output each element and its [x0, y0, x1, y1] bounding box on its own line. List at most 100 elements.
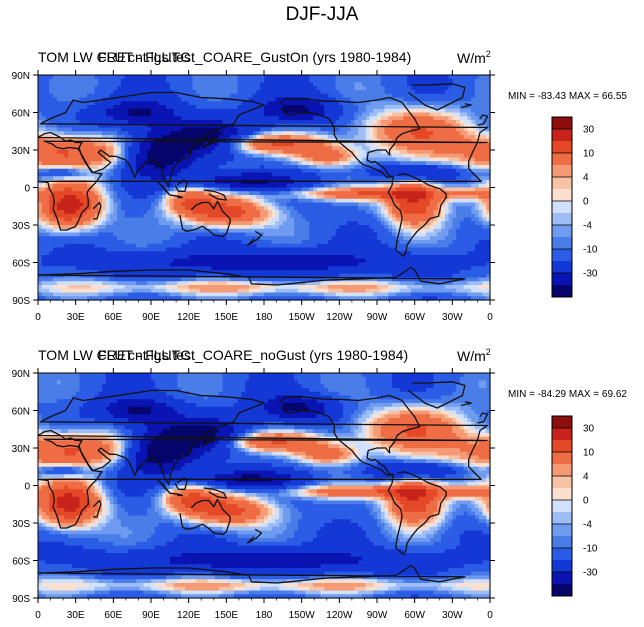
- map-cell: [429, 195, 435, 200]
- map-cell: [297, 150, 303, 155]
- map-cell: [64, 191, 69, 196]
- map-cell: [410, 127, 416, 132]
- map-cell: [79, 161, 84, 166]
- map-cell: [316, 206, 322, 211]
- map-cell: [226, 206, 231, 211]
- map-cell: [158, 161, 163, 166]
- map-cell: [290, 221, 295, 226]
- map-cell: [392, 198, 397, 204]
- map-cell: [143, 198, 148, 204]
- map-cell: [196, 213, 201, 219]
- map-cell: [237, 105, 242, 110]
- map-cell: [143, 142, 148, 147]
- map-cell: [241, 157, 246, 162]
- map-cell: [425, 157, 431, 162]
- map-cell: [369, 225, 374, 230]
- map-cell: [271, 150, 276, 155]
- map-cell: [294, 120, 299, 125]
- map-cell: [312, 78, 318, 84]
- map-cell: [414, 150, 420, 155]
- map-cell: [414, 168, 420, 174]
- map-cell: [414, 105, 420, 110]
- map-cell: [474, 138, 480, 144]
- map-cell: [102, 153, 107, 159]
- map-cell: [324, 86, 329, 91]
- map-cell: [139, 225, 145, 230]
- map-cell: [83, 168, 88, 174]
- map-cell: [256, 116, 261, 121]
- map-cell: [275, 93, 280, 99]
- map-cell: [414, 78, 420, 84]
- map-cell: [346, 116, 352, 121]
- map-cell: [425, 101, 431, 106]
- map-cell: [433, 206, 438, 211]
- map-cell: [226, 97, 231, 102]
- map-cell: [441, 138, 446, 144]
- map-cell: [282, 131, 288, 136]
- map-cell: [309, 195, 314, 200]
- map-cell: [452, 210, 457, 215]
- map-cell: [203, 127, 209, 132]
- map-cell: [60, 75, 65, 80]
- map-cell: [459, 183, 465, 189]
- map-cell: [38, 150, 43, 155]
- map-cell: [429, 176, 435, 181]
- map-cell: [68, 165, 73, 170]
- map-cell: [162, 202, 167, 207]
- map-cell: [222, 135, 227, 140]
- map-cell: [248, 90, 254, 95]
- map-cell: [188, 195, 194, 200]
- map-cell: [256, 198, 261, 204]
- map-cell: [139, 90, 145, 95]
- map-cell: [350, 221, 355, 226]
- map-cell: [102, 75, 107, 80]
- map-cell: [312, 135, 318, 140]
- map-cell: [226, 86, 231, 91]
- map-cell: [154, 135, 160, 140]
- map-cell: [256, 206, 261, 211]
- map-cell: [113, 120, 118, 125]
- map-cell: [120, 135, 126, 140]
- map-cell: [305, 142, 310, 147]
- map-cell: [361, 131, 367, 136]
- map-cell: [260, 127, 265, 132]
- map-cell: [384, 101, 389, 106]
- map-cell: [154, 217, 160, 222]
- map-cell: [56, 142, 62, 147]
- map-cell: [407, 131, 412, 136]
- map-cell: [135, 131, 141, 136]
- map-cell: [60, 168, 65, 174]
- map-cell: [377, 101, 382, 106]
- map-cell: [422, 78, 427, 84]
- map-cell: [335, 217, 340, 222]
- map-cell: [335, 135, 340, 140]
- map-cell: [56, 153, 62, 159]
- map-cell: [294, 101, 299, 106]
- map-cell: [132, 146, 137, 151]
- map-cell: [305, 86, 310, 91]
- map-cell: [395, 112, 401, 117]
- map-cell: [38, 198, 43, 204]
- map-cell: [109, 112, 114, 117]
- map-cell: [132, 213, 137, 219]
- map-cell: [433, 225, 438, 230]
- map-cell: [45, 90, 50, 95]
- map-cell: [173, 191, 178, 196]
- map-cell: [452, 176, 457, 181]
- map-cell: [301, 183, 307, 189]
- map-cell: [395, 202, 401, 207]
- map-cell: [309, 146, 314, 151]
- map-cell: [482, 202, 487, 207]
- map-cell: [339, 105, 344, 110]
- map-cell: [354, 176, 359, 181]
- map-cell: [456, 206, 461, 211]
- map-cell: [271, 198, 276, 204]
- map-cell: [343, 93, 348, 99]
- map-cell: [328, 217, 333, 222]
- map-cell: [45, 213, 50, 219]
- map-cell: [478, 168, 484, 174]
- map-cell: [399, 225, 404, 230]
- map-cell: [482, 112, 487, 117]
- map-cell: [79, 165, 84, 170]
- map-cell: [162, 138, 167, 144]
